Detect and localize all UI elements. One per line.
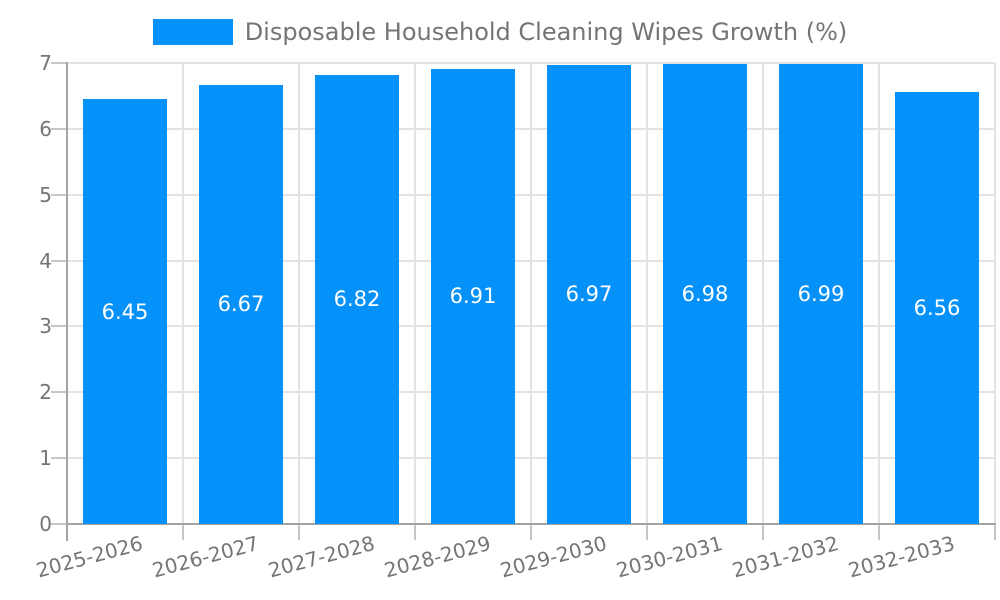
y-axis-label: 1 bbox=[39, 446, 52, 471]
y-axis-tick bbox=[51, 391, 67, 394]
x-axis-tick bbox=[762, 524, 764, 540]
x-axis-tick bbox=[414, 524, 416, 540]
bar-value-label: 6.99 bbox=[797, 281, 845, 306]
bar-value-label: 6.98 bbox=[681, 282, 729, 307]
y-axis-label: 4 bbox=[39, 248, 52, 273]
x-gridline bbox=[530, 63, 532, 524]
x-axis-line bbox=[66, 523, 996, 525]
bar[interactable] bbox=[315, 74, 399, 524]
bar-value-label: 6.67 bbox=[217, 292, 265, 317]
legend-item[interactable]: Disposable Household Cleaning Wipes Grow… bbox=[152, 18, 848, 46]
y-axis-label: 0 bbox=[39, 512, 52, 536]
bar[interactable] bbox=[431, 68, 515, 524]
y-axis-line bbox=[66, 62, 68, 541]
x-axis-label: 2032-2033 bbox=[845, 531, 958, 583]
x-axis-label: 2031-2032 bbox=[729, 531, 842, 583]
x-axis-label: 2029-2030 bbox=[497, 531, 610, 583]
y-axis-tick bbox=[51, 193, 67, 196]
x-gridline bbox=[762, 63, 764, 524]
bar-value-label: 6.91 bbox=[449, 284, 497, 309]
x-gridline bbox=[878, 63, 880, 524]
bar[interactable] bbox=[199, 84, 283, 524]
y-axis-tick bbox=[51, 127, 67, 130]
x-gridline bbox=[182, 63, 184, 524]
bar[interactable] bbox=[83, 99, 167, 524]
legend-label: Disposable Household Cleaning Wipes Grow… bbox=[244, 18, 848, 46]
bar-value-label: 6.82 bbox=[333, 287, 381, 312]
chart-legend: Disposable Household Cleaning Wipes Grow… bbox=[0, 18, 1000, 46]
x-axis-tick bbox=[646, 524, 648, 540]
bar-value-label: 6.56 bbox=[913, 295, 961, 320]
bar[interactable] bbox=[895, 91, 979, 524]
x-axis-label: 2030-2031 bbox=[613, 531, 726, 583]
y-axis-label: 5 bbox=[39, 182, 52, 207]
y-axis-tick bbox=[51, 325, 67, 328]
legend-swatch bbox=[152, 19, 233, 45]
x-axis-tick bbox=[298, 524, 300, 540]
x-gridline bbox=[298, 63, 300, 524]
bar-value-label: 6.97 bbox=[565, 282, 613, 307]
x-gridline bbox=[414, 63, 416, 524]
y-axis-label: 6 bbox=[39, 116, 52, 141]
x-axis-label: 2025-2026 bbox=[33, 531, 146, 583]
bar[interactable] bbox=[663, 64, 747, 524]
x-axis-tick bbox=[878, 524, 880, 540]
x-axis-tick bbox=[182, 524, 184, 540]
y-axis-label: 7 bbox=[39, 51, 52, 75]
x-axis-label: 2027-2028 bbox=[265, 531, 378, 583]
x-axis-tick bbox=[994, 524, 996, 540]
y-axis-tick bbox=[51, 62, 67, 64]
bar[interactable] bbox=[547, 64, 631, 524]
y-axis-label: 2 bbox=[39, 380, 52, 405]
x-gridline bbox=[646, 63, 648, 524]
y-axis-label: 3 bbox=[39, 314, 52, 339]
y-axis-tick bbox=[51, 457, 67, 460]
x-axis-label: 2026-2027 bbox=[149, 531, 262, 583]
x-axis-tick bbox=[530, 524, 532, 540]
x-gridline bbox=[994, 63, 996, 524]
x-axis-label: 2028-2029 bbox=[381, 531, 494, 583]
y-axis-tick bbox=[51, 259, 67, 262]
bar[interactable] bbox=[779, 63, 863, 524]
bar-value-label: 6.45 bbox=[101, 299, 149, 324]
y-axis-tick bbox=[51, 523, 67, 525]
